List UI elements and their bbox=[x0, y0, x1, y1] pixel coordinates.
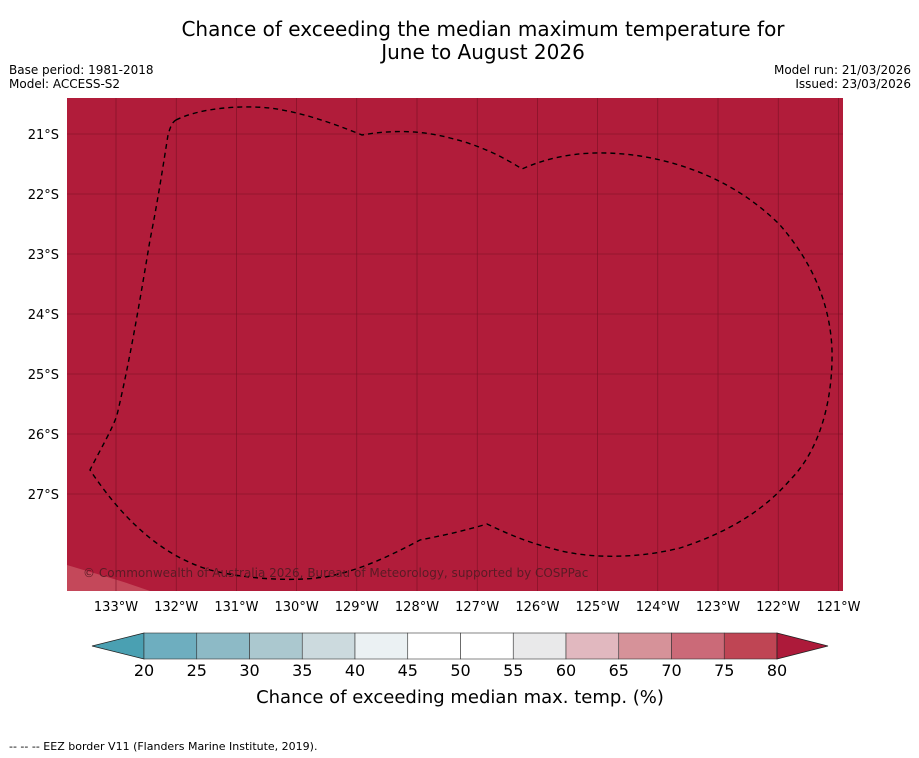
colorbar-segment bbox=[196, 632, 250, 660]
colorbar-title: Chance of exceeding median max. temp. (%… bbox=[256, 687, 664, 708]
model-run: Model run: 21/03/2026 bbox=[773, 63, 911, 77]
colorbar-tick-label: 30 bbox=[239, 661, 259, 680]
lower-probability-area bbox=[67, 565, 150, 591]
colorbar-tick-label: 80 bbox=[767, 661, 787, 680]
colorbar-tick-label: 55 bbox=[503, 661, 523, 680]
colorbar-segment bbox=[671, 632, 725, 660]
colorbar-segments bbox=[143, 632, 778, 660]
lon-label: 127°W bbox=[455, 600, 499, 615]
issued-date: Issued: 23/03/2026 bbox=[795, 77, 911, 91]
colorbar-segment bbox=[143, 632, 198, 660]
eez-border bbox=[89, 106, 833, 581]
colorbar-tick-label: 40 bbox=[345, 661, 365, 680]
lat-label: 27°S bbox=[28, 488, 59, 503]
lon-label: 133°W bbox=[94, 600, 138, 615]
colorbar-tick-label: 45 bbox=[398, 661, 418, 680]
colorbar-segment bbox=[723, 632, 778, 660]
colorbar-tick-label: 70 bbox=[661, 661, 681, 680]
lon-label: 124°W bbox=[636, 600, 680, 615]
lon-label: 131°W bbox=[214, 600, 258, 615]
eez-footnote: -- -- -- EEZ border V11 (Flanders Marine… bbox=[9, 740, 318, 753]
colorbar-segment bbox=[460, 632, 514, 660]
lon-label: 132°W bbox=[154, 600, 198, 615]
lat-label: 24°S bbox=[28, 308, 59, 323]
lat-label: 25°S bbox=[28, 368, 59, 383]
meta-left: Base period: 1981-2018 Model: ACCESS-S2 bbox=[9, 63, 154, 91]
map-panel bbox=[67, 98, 843, 591]
meta-right: Model run: 21/03/2026 Issued: 23/03/2026 bbox=[774, 63, 911, 91]
base-period: Base period: 1981-2018 bbox=[9, 63, 154, 77]
lon-label: 125°W bbox=[576, 600, 620, 615]
colorbar-high-extension bbox=[776, 632, 829, 660]
lon-label: 122°W bbox=[756, 600, 800, 615]
colorbar-segment bbox=[565, 632, 620, 660]
lon-label: 128°W bbox=[395, 600, 439, 615]
lon-label: 123°W bbox=[696, 600, 740, 615]
colorbar-segment bbox=[301, 632, 356, 660]
colorbar-tick-label: 20 bbox=[134, 661, 154, 680]
latitude-labels: 21°S 22°S 23°S 24°S 25°S 26°S 27°S bbox=[28, 128, 59, 503]
colorbar-tick-label: 60 bbox=[556, 661, 576, 680]
colorbar-segment bbox=[249, 632, 303, 660]
longitude-labels: 133°W 132°W 131°W 130°W 129°W 128°W 127°W 126°W… bbox=[94, 600, 861, 615]
colorbar-segment bbox=[618, 632, 672, 660]
colorbar-segment bbox=[407, 632, 461, 660]
lon-label: 129°W bbox=[335, 600, 379, 615]
lat-label: 22°S bbox=[28, 188, 59, 203]
lat-label: 26°S bbox=[28, 428, 59, 443]
map-title-line1: Chance of exceeding the median maximum t… bbox=[181, 17, 785, 41]
map-title: Chance of exceeding the median maximum t… bbox=[0, 18, 919, 64]
lon-label: 126°W bbox=[515, 600, 559, 615]
colorbar-segment bbox=[354, 632, 409, 660]
colorbar-segment bbox=[512, 632, 567, 660]
graticule bbox=[67, 98, 843, 591]
colorbar-tick-label: 50 bbox=[450, 661, 470, 680]
colorbar-tick-labels: 20 25 30 35 40 45 50 55 60 65 70 75 80 bbox=[134, 661, 787, 680]
map-title-line2: June to August 2026 bbox=[381, 40, 585, 64]
lat-label: 23°S bbox=[28, 248, 59, 263]
lon-label: 130°W bbox=[275, 600, 319, 615]
colorbar-tick-label: 35 bbox=[292, 661, 312, 680]
colorbar-low-extension bbox=[91, 632, 145, 660]
lon-label: 121°W bbox=[816, 600, 860, 615]
colorbar-tick-label: 75 bbox=[714, 661, 734, 680]
colorbar-tick-label: 25 bbox=[187, 661, 207, 680]
lat-label: 21°S bbox=[28, 128, 59, 143]
model-name: Model: ACCESS-S2 bbox=[9, 77, 121, 91]
colorbar-tick-label: 65 bbox=[609, 661, 629, 680]
copyright-notice: © Commonwealth of Australia 2026, Bureau… bbox=[83, 566, 588, 580]
